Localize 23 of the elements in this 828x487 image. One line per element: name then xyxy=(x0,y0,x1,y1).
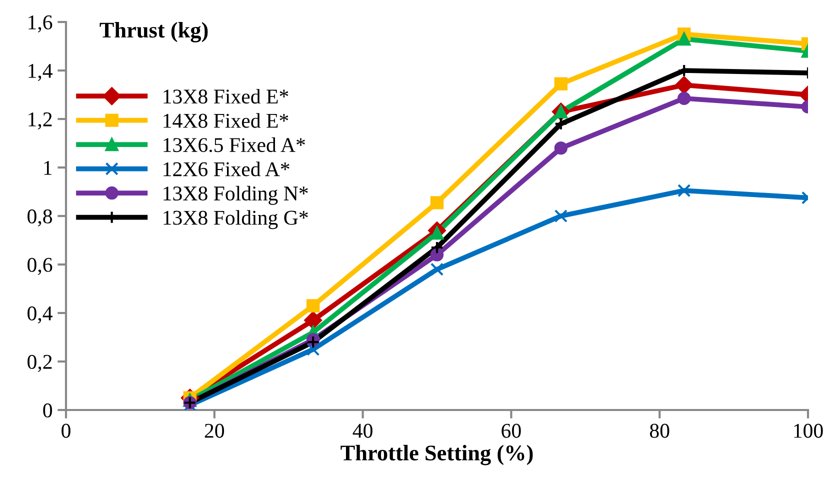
legend-label: 14X8 Fixed E* xyxy=(164,113,288,128)
legend-label: 13X6.5 Fixed A* xyxy=(164,137,305,152)
legend-label: 13X8 Folding G* xyxy=(164,210,308,230)
x-tick-label: 80 xyxy=(650,424,670,438)
x-tick-label: 40 xyxy=(352,424,372,438)
y-tick-label: 0,6 xyxy=(28,258,52,275)
legend-label: 13X8 Folding N* xyxy=(164,186,308,205)
x-tick-label: 60 xyxy=(502,424,521,438)
y-axis-title: Thrust (kg) xyxy=(100,22,208,42)
x-tick-label: 20 xyxy=(204,424,224,438)
y-tick-label: 0,2 xyxy=(28,354,52,372)
y-tick-label: 1 xyxy=(44,160,52,175)
y-tick-label: 0,4 xyxy=(28,306,52,324)
y-tick-label: 1,6 xyxy=(28,15,52,32)
x-tick-label: 0 xyxy=(62,424,70,438)
x-tick-label: 100 xyxy=(794,424,823,438)
x-axis-title: Throttle Setting (%) xyxy=(340,444,533,466)
y-tick-label: 0,8 xyxy=(28,209,52,226)
y-tick-label: 0 xyxy=(43,403,52,418)
y-tick-label: 1,4 xyxy=(28,64,52,81)
legend-label: 13X8 Fixed E* xyxy=(164,88,288,104)
y-tick-label: 1,2 xyxy=(28,112,52,130)
legend-label: 12X6 Fixed A* xyxy=(164,162,290,176)
